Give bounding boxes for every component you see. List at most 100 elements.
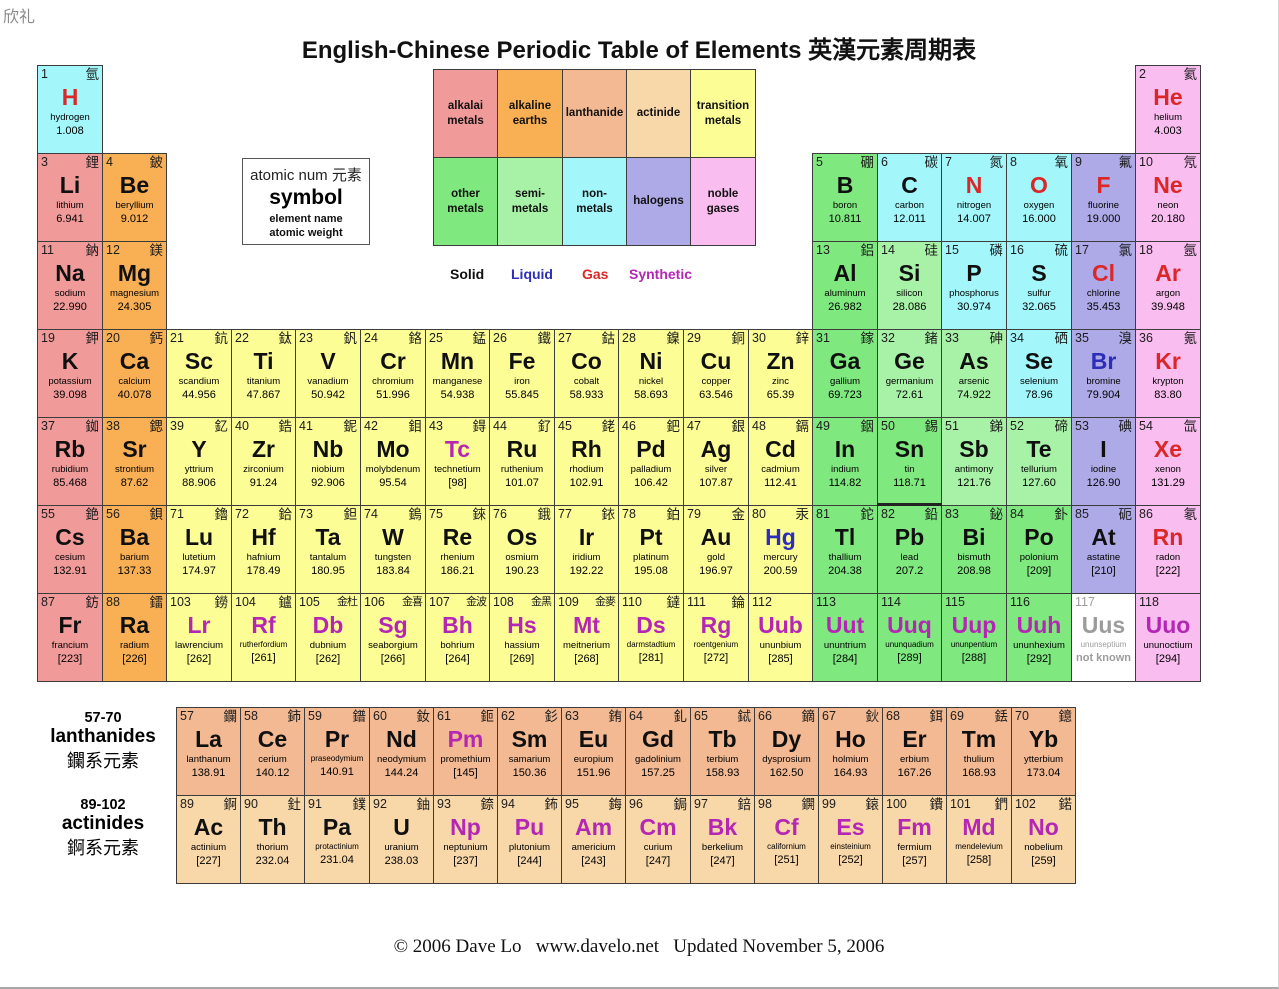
chinese-name: 鍩 [1058,797,1073,812]
element-cell-cd: 48 鎘 Cd cadmium 112.41 [748,417,813,506]
element-name: nitrogen [956,200,992,211]
atomic-number: 106 [364,595,385,609]
atomic-number: 21 [170,331,184,345]
element-cell-pr: 59 鐠 Pr praseodymium 140.91 [304,707,370,796]
atomic-number: 52 [1010,419,1024,433]
element-name: protactinium [315,842,359,851]
atomic-weight: 54.938 [440,389,475,402]
atomic-number: 31 [816,331,830,345]
element-symbol: Md [962,814,996,840]
element-symbol: Pa [322,814,352,840]
element-symbol: O [1030,172,1048,198]
element-symbol: Tb [708,726,737,752]
element-symbol: Dy [771,726,802,752]
chinese-name: 鈉 [85,243,100,258]
element-symbol: Co [571,348,602,374]
chinese-name: 鎳 [666,331,681,346]
chinese-name: 鉺 [929,709,944,724]
element-cell-ti: 22 鈦 Ti titanium 47.867 [231,329,296,418]
element-name: gadolinium [635,754,681,765]
element-cell-sb: 51 銻 Sb antimony 121.76 [941,417,1007,506]
atomic-number: 1 [41,67,48,81]
chinese-name: 銅 [731,331,746,346]
element-cell-at: 85 砈 At astatine [210] [1071,505,1136,594]
atomic-number: 47 [687,419,701,433]
atomic-number: 40 [235,419,249,433]
atomic-number: 59 [308,709,322,723]
atomic-weight: [264] [445,653,470,666]
actinides-name: actinides [61,813,145,834]
element-cell-lu: 71 鑥 Lu lutetium 174.97 [166,505,232,594]
atomic-weight: 16.000 [1022,213,1056,226]
element-symbol: Uut [825,612,865,638]
chinese-name: 氫 [85,67,100,82]
element-cell-rb: 37 銣 Rb rubidium 85.468 [37,417,103,506]
atomic-number: 56 [106,507,120,521]
legend-nonmetal: non- metals [562,157,627,246]
atomic-number: 81 [816,507,830,521]
element-symbol: Uus [1081,612,1126,638]
element-symbol: P [966,260,982,286]
chinese-name: 鈧 [214,331,229,346]
element-name: holmium [832,754,869,765]
atomic-number: 75 [429,507,443,521]
element-symbol: H [61,84,79,110]
element-cell-ru: 44 釕 Ru ruthenium 101.07 [489,417,555,506]
copyright-footer: © 2006 Dave Lo www.davelo.net Updated No… [393,936,885,957]
element-name: beryllium [115,200,154,211]
atomic-weight: [269] [509,653,535,666]
element-symbol: Sg [378,612,408,638]
chinese-name: 鈮 [343,419,358,434]
element-symbol: Ds [636,612,666,638]
atomic-weight: 114.82 [828,477,862,490]
element-cell-al: 13 鋁 Al aluminum 26.982 [812,241,878,330]
atomic-weight: [262] [186,653,212,666]
element-name: ruthenium [500,464,544,475]
element-cell-ag: 47 銀 Ag silver 107.87 [683,417,749,506]
atomic-number: 111 [687,595,707,609]
atomic-number: 50 [881,419,895,433]
element-name: francium [51,640,89,651]
chinese-name: 鉍 [989,507,1004,522]
atomic-number: 18 [1139,243,1153,257]
element-name: californium [767,842,806,851]
atomic-number: 78 [622,507,636,521]
element-name: indium [831,464,859,475]
element-cell-pd: 46 鈀 Pd palladium 106.42 [618,417,684,506]
element-symbol: Si [898,260,921,286]
element-symbol: Mt [573,612,600,638]
chinese-name: 銀 [731,419,746,434]
atomic-weight: 83.80 [1154,389,1182,402]
chinese-name: 銫 [85,507,100,522]
element-name: bismuth [957,552,991,563]
atomic-weight: 208.98 [957,565,991,578]
element-symbol: Pr [324,726,350,752]
atomic-number: 90 [244,797,258,811]
atomic-weight: [210] [1091,565,1116,578]
chinese-name: 鍺 [924,331,939,346]
element-cell-cr: 24 鉻 Cr chromium 51.996 [360,329,426,418]
atomic-weight: 12.011 [893,213,926,226]
element-name: ununoctium [1143,640,1193,651]
atomic-number: 26 [493,331,507,345]
chinese-name: 汞 [795,507,810,522]
atomic-number: 29 [687,331,701,345]
atomic-weight: [285] [768,653,793,666]
state-label-gas: Gas [582,266,609,282]
element-cell-th: 90 釷 Th thorium 232.04 [240,795,305,884]
element-name: lawrencium [174,640,224,651]
element-symbol: Rb [54,436,86,462]
atomic-number: 10 [1139,155,1153,169]
element-symbol: Rf [251,612,276,638]
atomic-number: 20 [106,331,120,345]
element-name: fluorine [1087,200,1120,211]
element-symbol: Se [1024,348,1054,374]
element-symbol: Am [574,814,613,840]
atomic-number: 76 [493,507,507,521]
key-box: atomic num 元素 symbol element name atomic… [242,158,370,245]
atomic-number: 98 [758,797,772,811]
element-cell-nd: 60 釹 Nd neodymium 144.24 [369,707,434,796]
atomic-weight: 28.086 [892,301,927,314]
